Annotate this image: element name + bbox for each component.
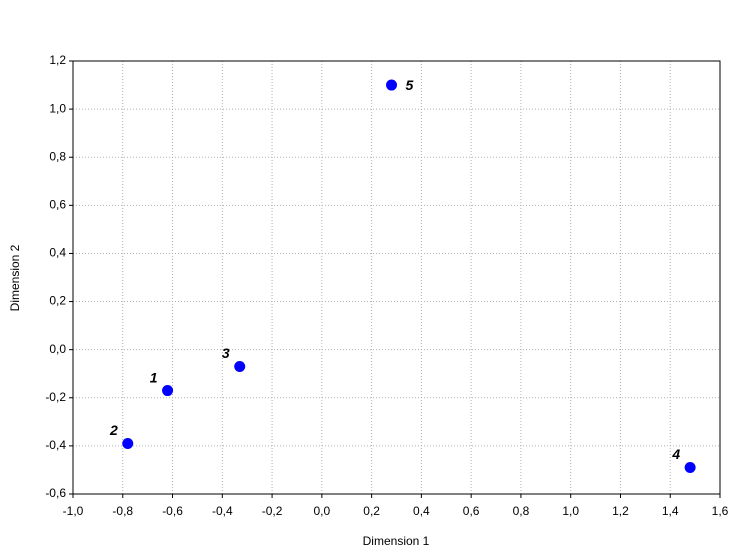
x-tick-label: 0,8 <box>513 504 530 518</box>
point <box>234 361 246 373</box>
x-tick-label: 0,6 <box>463 504 480 518</box>
y-tick-label: -0,6 <box>45 486 66 500</box>
x-tick-label: -0,8 <box>112 504 133 518</box>
point <box>122 437 134 449</box>
x-tick-label: 1,6 <box>712 504 729 518</box>
plot-frame <box>72 60 721 495</box>
x-tick-label: 0,4 <box>413 504 430 518</box>
point-label: 4 <box>671 446 680 462</box>
x-tick-label: -0,2 <box>262 504 283 518</box>
x-axis-label: Dimension 1 <box>363 534 430 548</box>
point <box>684 462 696 474</box>
y-tick-label: -0,4 <box>45 438 66 452</box>
y-tick-label: 0,0 <box>49 342 66 356</box>
x-tick-label: 0,2 <box>363 504 380 518</box>
x-tick-label: 0,0 <box>314 504 331 518</box>
x-tick-label: -1,0 <box>63 504 84 518</box>
y-tick-label: 0,4 <box>49 246 66 260</box>
y-tick-label: -0,2 <box>45 390 66 404</box>
point <box>386 79 398 91</box>
point <box>162 385 174 397</box>
point-label: 1 <box>150 369 158 385</box>
x-tick-label: 1,2 <box>612 504 629 518</box>
x-tick-label: 1,4 <box>662 504 679 518</box>
y-tick-label: 0,6 <box>49 198 66 212</box>
point-label: 2 <box>109 422 118 438</box>
x-tick-label: 1,0 <box>562 504 579 518</box>
point-label: 5 <box>406 77 414 93</box>
x-tick-label: -0,6 <box>162 504 183 518</box>
x-tick-label: -0,4 <box>212 504 233 518</box>
y-tick-label: 0,8 <box>49 149 66 163</box>
point-label: 3 <box>222 345 230 361</box>
y-tick-label: 1,2 <box>49 53 66 67</box>
y-tick-label: 1,0 <box>49 101 66 115</box>
y-axis-label: Dimension 2 <box>8 244 22 311</box>
y-tick-label: 0,2 <box>49 294 66 308</box>
